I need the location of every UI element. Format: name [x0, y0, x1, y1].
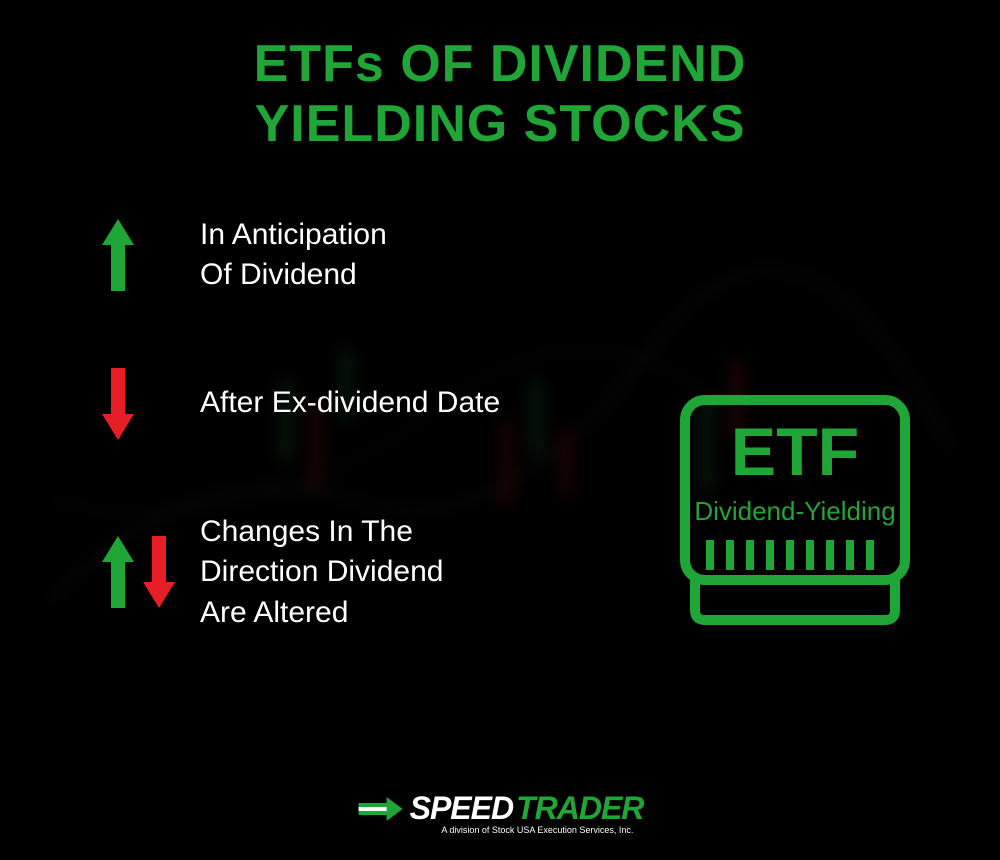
etf-badge: ETF Dividend-Yielding	[665, 390, 925, 635]
badge-etf-text: ETF	[731, 414, 859, 490]
logo-trader-text: TRADER	[516, 790, 643, 827]
badge-subtitle: Dividend-Yielding	[694, 496, 895, 526]
logo-main: SPEEDTRADER	[357, 790, 644, 827]
logo-arrow-icon	[357, 794, 407, 824]
etf-badge-icon: ETF Dividend-Yielding	[665, 390, 925, 630]
logo-subtitle: A division of Stock USA Execution Servic…	[357, 825, 644, 835]
logo: SPEEDTRADER A division of Stock USA Exec…	[357, 790, 644, 835]
arrow-down-icon	[141, 534, 177, 610]
item-text-3: Changes In The Direction Dividend Are Al…	[200, 512, 443, 634]
arrow-group-1	[100, 217, 200, 293]
title-line-1: ETFs OF DIVIDEND	[254, 35, 747, 93]
arrow-down-icon	[100, 366, 136, 442]
arrow-up-icon	[100, 534, 136, 610]
main-title: ETFs OF DIVIDEND YIELDING STOCKS	[60, 35, 940, 155]
title-line-2: YIELDING STOCKS	[255, 95, 746, 153]
arrow-up-icon	[100, 217, 136, 293]
arrow-group-2	[100, 366, 200, 442]
item-text-1: In Anticipation Of Dividend	[200, 215, 387, 296]
item-anticipation: In Anticipation Of Dividend	[100, 215, 940, 296]
item-text-2: After Ex-dividend Date	[200, 383, 500, 424]
logo-speed-text: SPEED	[410, 790, 513, 827]
arrow-group-3	[100, 534, 200, 610]
